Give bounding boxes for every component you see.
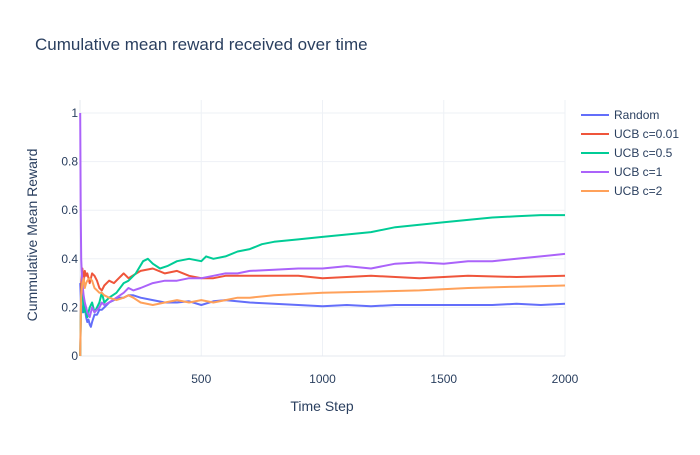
y-tick-label: 0 — [71, 349, 78, 363]
x-tick-label: 1000 — [309, 372, 336, 386]
legend-item-ucb-c-1[interactable]: UCB c=1 — [581, 165, 663, 179]
series-line-ucb-c-1 — [79, 112, 566, 319]
x-tick-label: 2000 — [552, 372, 579, 386]
series-line-ucb-c-0-5 — [79, 214, 565, 357]
legend[interactable]: Random UCB c=0.01 UCB c=0.5 UCB c=1 UCB c=2 — [581, 108, 679, 198]
x-axis-label: Time Step — [290, 398, 353, 414]
legend-label: UCB c=0.01 — [614, 127, 679, 141]
legend-label: UCB c=1 — [614, 165, 663, 179]
x-tick-label: 1500 — [430, 372, 457, 386]
legend-label: UCB c=2 — [614, 184, 663, 198]
series-line-ucb-c-0-01 — [79, 267, 566, 357]
grid — [79, 100, 566, 357]
y-tick-label: 0.6 — [61, 203, 78, 217]
y-tick-label: 1 — [71, 106, 78, 120]
y-tick-label: 0.8 — [61, 155, 78, 169]
legend-label: Random — [614, 108, 659, 122]
series-line-ucb-c-2 — [79, 277, 566, 357]
legend-item-ucb-c-0-5[interactable]: UCB c=0.5 — [581, 146, 673, 160]
x-tick-label: 500 — [191, 372, 211, 386]
chart-title: Cumulative mean reward received over tim… — [35, 35, 368, 54]
legend-item-random[interactable]: Random — [581, 108, 659, 122]
legend-item-ucb-c-0-01[interactable]: UCB c=0.01 — [581, 127, 679, 141]
y-axis-label: Cummulative Mean Reward — [24, 149, 40, 322]
y-tick-label: 0.4 — [61, 252, 78, 266]
legend-label: UCB c=0.5 — [614, 146, 673, 160]
y-tick-label: 0.2 — [61, 300, 78, 314]
series-lines — [79, 112, 566, 357]
legend-item-ucb-c-2[interactable]: UCB c=2 — [581, 184, 663, 198]
series-line-random — [79, 283, 566, 328]
